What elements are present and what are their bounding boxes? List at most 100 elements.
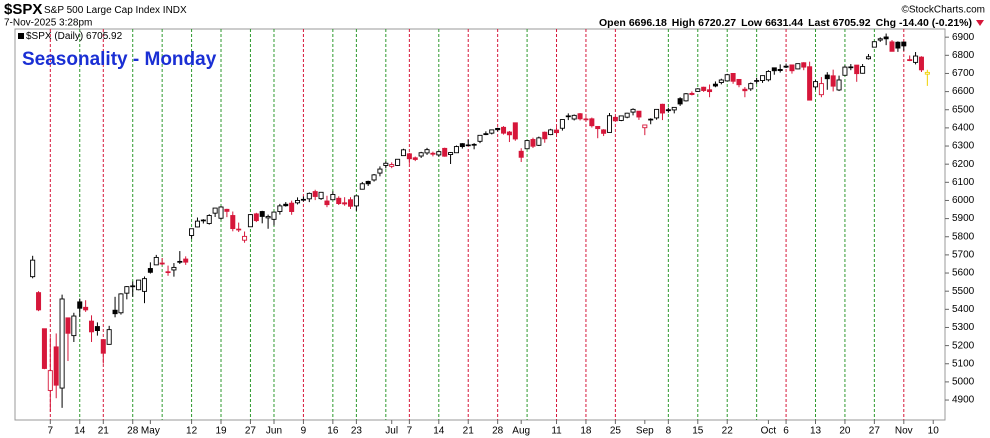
candle-body — [695, 88, 701, 92]
candle-body — [94, 326, 100, 332]
candle-body — [183, 258, 189, 263]
candle-body — [41, 328, 47, 369]
y-tick-label: 6600 — [952, 86, 975, 97]
x-tick-label: 12 — [186, 426, 198, 437]
x-tick-label: 6 — [783, 426, 789, 437]
candle-body — [630, 108, 636, 113]
y-tick-label: 6000 — [952, 195, 975, 206]
y-tick-label: 6200 — [952, 159, 975, 170]
candle-body — [654, 108, 660, 119]
credit: ©StockCharts.com — [901, 5, 985, 16]
candle-body — [907, 59, 913, 62]
candle-body — [100, 339, 106, 354]
candle-body — [36, 292, 42, 311]
candle-body — [512, 122, 518, 140]
candle-body — [71, 315, 77, 337]
candle-body — [601, 129, 607, 134]
candle-body — [913, 55, 919, 63]
x-tick-label: Jun — [266, 426, 282, 437]
x-tick-label: Jul — [385, 426, 398, 437]
candle-body — [854, 64, 860, 75]
candle-body — [918, 56, 924, 71]
candle-body — [683, 93, 689, 102]
candle-body — [636, 110, 642, 118]
candle-body — [542, 131, 548, 140]
legend-label: $SPX (Daily) — [26, 31, 83, 42]
candle-body — [389, 164, 395, 167]
candle-body — [506, 131, 512, 136]
candle-body — [383, 162, 389, 166]
legend-swatch — [18, 33, 24, 39]
candle-body — [165, 271, 171, 274]
candle-body — [765, 71, 771, 81]
quote-value: -14.40 (-0.21%) — [899, 17, 972, 29]
candle-body — [836, 79, 842, 91]
x-tick-label: 27 — [869, 426, 881, 437]
timestamp: 7-Nov-2025 3:28pm — [4, 18, 92, 29]
candle-body — [300, 198, 306, 201]
candle-body — [612, 116, 618, 122]
candle-body — [518, 150, 524, 158]
candle-body — [406, 153, 412, 160]
candle-body — [742, 88, 748, 92]
candle-body — [77, 301, 83, 309]
candle-body — [536, 137, 542, 146]
quote-label: Open — [599, 17, 626, 29]
candle-body — [559, 119, 565, 129]
candle-body — [218, 206, 224, 219]
candle-body — [618, 115, 624, 121]
candle-body — [65, 317, 71, 334]
candle-body — [724, 74, 730, 82]
candle-body — [359, 183, 365, 190]
candle-body — [748, 83, 754, 90]
candle-body — [530, 139, 536, 147]
candle-body — [465, 144, 471, 147]
candle-body — [436, 151, 442, 156]
candle-body — [400, 149, 406, 157]
x-tick-label: 23 — [351, 426, 363, 437]
candle-body — [483, 133, 489, 136]
candle-body — [130, 285, 136, 288]
candle-body — [324, 200, 330, 206]
candle-body — [924, 71, 930, 75]
candle-body — [842, 66, 848, 76]
candle-body — [430, 152, 436, 155]
candle-body — [171, 266, 177, 271]
candle-body — [224, 208, 230, 212]
candle-body — [830, 75, 836, 87]
candle-body — [353, 195, 359, 207]
candle-body — [365, 180, 371, 185]
quote-value: 6705.92 — [833, 17, 871, 29]
candle-body — [889, 41, 895, 52]
candle-body — [783, 65, 789, 68]
candle-body — [895, 41, 901, 49]
y-tick-label: 5700 — [952, 250, 975, 261]
candle-body — [265, 215, 271, 219]
candle-body — [412, 157, 418, 160]
name: S&P 500 Large Cap Index — [44, 5, 160, 16]
x-tick-label: 28 — [127, 426, 139, 437]
candle-body — [312, 191, 318, 197]
candle-body — [865, 56, 871, 60]
y-tick-label: 5400 — [952, 304, 975, 315]
x-tick-label: 19 — [215, 426, 227, 437]
x-tick-label: 27 — [245, 426, 257, 437]
candle-body — [89, 320, 95, 333]
candle-body — [565, 115, 571, 118]
candle-body — [883, 36, 889, 40]
candle-body — [471, 143, 477, 146]
candle-body — [177, 260, 183, 263]
y-tick-label: 5100 — [952, 358, 975, 369]
x-tick-label: 11 — [551, 426, 562, 437]
candle-body — [347, 199, 354, 207]
candle-body — [277, 205, 283, 212]
plot-frame — [14, 28, 946, 421]
candle-body — [242, 235, 248, 241]
y-tick-label: 5900 — [952, 213, 975, 224]
candle-body — [754, 80, 760, 82]
candle-body — [877, 38, 883, 41]
x-tick-label: 13 — [810, 426, 822, 437]
candle-body — [524, 140, 530, 150]
candle-body — [665, 109, 671, 112]
candle-body — [153, 256, 159, 266]
